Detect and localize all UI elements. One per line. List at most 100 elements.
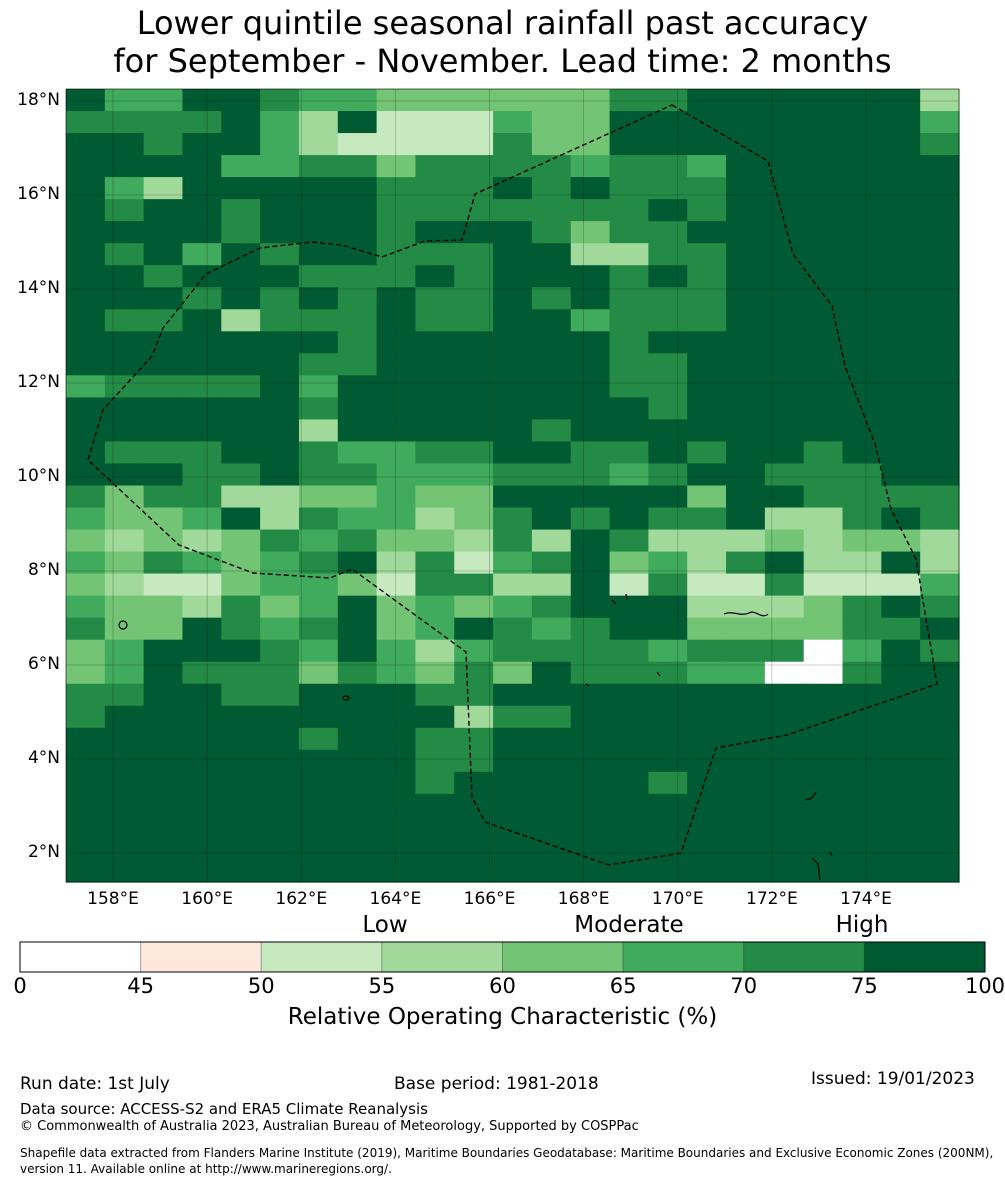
map-cell [298, 705, 339, 729]
map-cell [337, 375, 378, 398]
map-cell [842, 309, 882, 332]
map-cell [803, 661, 844, 685]
map-cell [764, 353, 805, 376]
map-cell [66, 639, 106, 663]
map-cell [920, 397, 960, 421]
map-cell [764, 419, 805, 443]
map-cell [531, 771, 572, 795]
map-cell [803, 133, 844, 156]
map-cell [881, 221, 921, 244]
colorbar-tick-label: 75 [851, 974, 878, 998]
map-cell [726, 177, 766, 200]
map-cell [337, 441, 378, 465]
map-cell [842, 463, 882, 487]
map-cell [493, 793, 533, 817]
colorbar-segment [260, 941, 383, 973]
map-cell [454, 375, 494, 398]
map-cell [881, 309, 921, 332]
map-cell [454, 485, 494, 509]
map-cell [493, 749, 533, 773]
map-cell [648, 331, 688, 354]
map-cell [726, 353, 766, 376]
latitude-tick-label: 2°N [27, 842, 60, 862]
map-cell [842, 551, 882, 575]
map-cell [803, 375, 844, 398]
map-cell [842, 749, 882, 773]
map-cell [260, 463, 300, 487]
map-cell [493, 89, 533, 112]
colorbar-segment [863, 941, 986, 973]
map-cell [493, 485, 533, 509]
map-cell [570, 243, 611, 266]
map-cell [298, 749, 339, 773]
map-cell [920, 705, 960, 729]
map-cell [687, 265, 727, 288]
map-cell [531, 551, 572, 575]
map-cell [104, 397, 145, 421]
map-cell [298, 155, 339, 178]
map-cell [143, 661, 184, 685]
map-cell [687, 485, 727, 509]
map-cell [260, 331, 300, 354]
map-cell [337, 177, 378, 200]
map-cell [920, 199, 960, 222]
map-cell [337, 397, 378, 421]
data-source: Data source: ACCESS-S2 and ERA5 Climate … [20, 1100, 428, 1118]
map-cell [570, 221, 611, 244]
latitude-tick-label: 12°N [17, 372, 60, 392]
map-cell [337, 595, 378, 619]
map-cell [609, 199, 649, 222]
map-cell [648, 529, 688, 553]
map-cell [493, 551, 533, 575]
map-cell [609, 749, 649, 773]
map-cell [531, 661, 572, 685]
map-cell [66, 727, 106, 751]
map-cell [726, 793, 766, 817]
map-cell [920, 617, 960, 641]
map-cell [531, 177, 572, 200]
map-cell [570, 529, 611, 553]
map-cell [687, 89, 727, 112]
map-cell [920, 529, 960, 553]
map-cell [143, 221, 184, 244]
map-cell [648, 727, 688, 751]
map-cell [687, 419, 727, 443]
map-cell [66, 837, 106, 861]
map-cell [726, 419, 766, 443]
map-cell [570, 155, 611, 178]
map-cell [493, 441, 533, 465]
map-cell [260, 617, 300, 641]
map-cell [376, 243, 417, 266]
map-cell [609, 595, 649, 619]
map-cell [881, 331, 921, 354]
map-cell [221, 551, 261, 575]
map-cell [881, 661, 921, 685]
map-cell [337, 155, 378, 178]
map-cell [531, 397, 572, 421]
map-cell [493, 837, 533, 861]
map-cell [803, 793, 844, 817]
map-cell [143, 837, 184, 861]
map-cell [920, 683, 960, 707]
map-cell [920, 221, 960, 244]
map-graticule [66, 89, 959, 882]
map-cell [764, 133, 805, 156]
map-cell [531, 243, 572, 266]
map-cell [454, 859, 494, 883]
map-cell [803, 419, 844, 443]
map-cell [803, 199, 844, 222]
map-cell [454, 265, 494, 288]
map-cell [648, 177, 688, 200]
map-cell [687, 727, 727, 751]
map-cell [493, 639, 533, 663]
map-cell [803, 749, 844, 773]
map-cell [803, 89, 844, 112]
map-cell [337, 815, 378, 839]
map-cell [803, 815, 844, 839]
map-cell [493, 331, 533, 354]
map-cell [803, 639, 844, 663]
map-cell [143, 463, 184, 487]
map-cell [66, 265, 106, 288]
colorbar-tick-label: 0 [13, 974, 27, 998]
map-cell [376, 507, 417, 531]
